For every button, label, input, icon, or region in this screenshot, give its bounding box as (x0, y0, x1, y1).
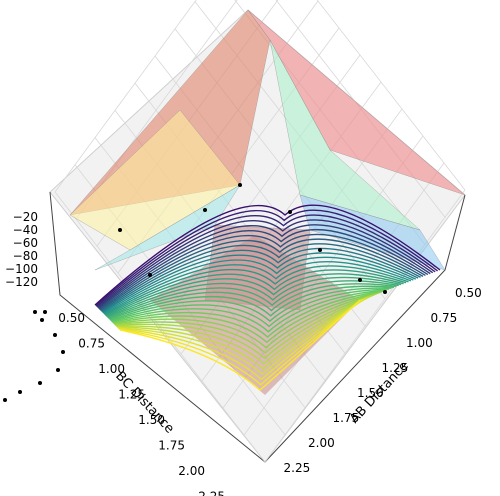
contour-line (112, 290, 385, 338)
trajectory-point (56, 368, 60, 372)
contour-line (109, 287, 392, 322)
trajectory-point (118, 228, 122, 232)
contour-line (109, 285, 394, 321)
contour-line (106, 273, 404, 317)
trajectory-point (18, 390, 22, 394)
contour-line (115, 293, 375, 360)
trajectory-point (53, 333, 57, 337)
contour-line (97, 224, 431, 309)
z-tick-labels: −20−40−60−80−100−120 (5, 210, 38, 289)
contour-line (103, 261, 412, 315)
y-tick-label: 0.50 (58, 311, 85, 325)
contour-line (116, 295, 371, 370)
contour-line (111, 289, 387, 333)
contour-line (110, 288, 390, 328)
contour-line (94, 204, 441, 306)
contour-line (119, 299, 361, 391)
x-tick-label: 2.00 (308, 436, 335, 450)
contour-line (105, 269, 407, 317)
x-tick-labels: 0.50 0.75 1.00 1.25 1.50 1.75 2.00 2.25 (284, 286, 482, 475)
trajectory-point (40, 318, 44, 322)
contour-line (96, 219, 434, 308)
y-tick-label: 0.75 (78, 337, 105, 351)
trajectory-point (148, 273, 152, 277)
trajectory-point (61, 350, 65, 354)
y-tick-label: 2.00 (178, 464, 205, 478)
contour-line (100, 243, 421, 312)
contour-line (104, 265, 409, 316)
y-tick-label: 1.75 (158, 439, 185, 453)
contour-line (99, 233, 426, 311)
trajectory-point (43, 310, 47, 314)
trajectory-point (288, 210, 292, 214)
contour-line (113, 292, 380, 349)
trajectory-point (318, 248, 322, 252)
grid-line (264, 189, 466, 463)
contour-line (114, 292, 378, 354)
z-tick-label: −100 (5, 262, 38, 276)
contour-line (116, 294, 373, 365)
contour-line (101, 247, 419, 313)
contour-lines (94, 204, 441, 391)
trajectory-points (3, 183, 387, 402)
trajectory-point (38, 381, 42, 385)
contour-line (108, 283, 397, 320)
z-tick-label: −40 (13, 223, 38, 237)
y-tick-label: 1.25 (118, 388, 145, 402)
contour-line (106, 276, 402, 318)
contour-line (107, 280, 399, 319)
x-tick-label: 0.50 (455, 286, 482, 300)
trajectory-point (3, 398, 7, 402)
trajectory-point (238, 183, 242, 187)
y-tick-labels: 0.50 0.75 1.00 1.25 1.50 1.75 2.00 2.25 (58, 311, 225, 496)
y-tick-label: 2.25 (198, 490, 225, 496)
surface-band (150, 235, 360, 395)
z-tick-label: −120 (5, 275, 38, 289)
contour-line (102, 252, 417, 314)
contour-line (113, 291, 382, 344)
contour-line (99, 238, 424, 311)
contour-line (98, 228, 429, 310)
z-tick-label: −60 (13, 236, 38, 250)
x-tick-label: 2.25 (284, 461, 311, 475)
trajectory-point (33, 310, 37, 314)
trajectory-point (203, 208, 207, 212)
contour-line (119, 298, 363, 386)
x-tick-label: 0.75 (431, 311, 458, 325)
x-tick-label: 1.25 (382, 361, 409, 375)
trajectory-point (358, 278, 362, 282)
contour-line (96, 214, 436, 308)
x-tick-label: 1.75 (333, 411, 360, 425)
y-tick-label: 1.00 (98, 362, 125, 376)
y-tick-label: 1.50 (138, 413, 165, 427)
x-tick-label: 1.50 (357, 386, 384, 400)
contour-line (118, 297, 366, 381)
contour-line (102, 256, 414, 314)
z-tick-label: −20 (13, 210, 38, 224)
z-tick-label: −80 (13, 249, 38, 263)
contour-line (95, 209, 438, 307)
x-tick-label: 1.00 (406, 336, 433, 350)
contour-line (117, 296, 368, 376)
trajectory-point (383, 290, 387, 294)
